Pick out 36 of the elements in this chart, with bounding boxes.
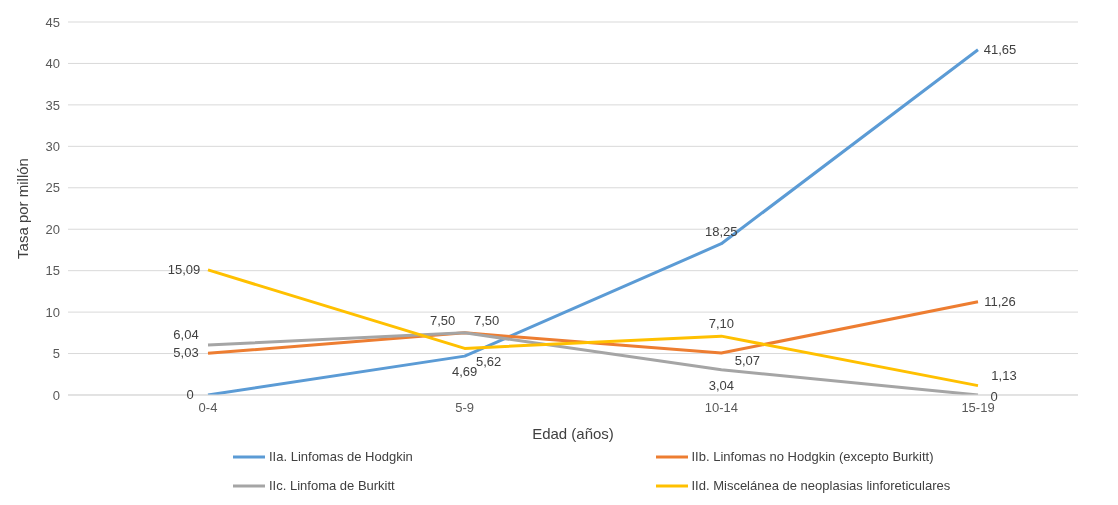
legend-label: IIb. Linfomas no Hodgkin (excepto Burkitt) (691, 449, 934, 464)
data-label: 7,50 (430, 312, 456, 328)
data-label: 4,69 (452, 364, 478, 380)
y-tick-label: 40 (45, 56, 60, 72)
data-label: 5,07 (734, 352, 760, 368)
data-label: 11,26 (984, 293, 1016, 309)
x-tick-label: 5-9 (455, 400, 475, 416)
y-tick-label: 10 (45, 304, 60, 320)
y-tick-label: 30 (45, 138, 60, 154)
y-tick-label: 35 (45, 97, 60, 113)
y-tick-label: 5 (52, 346, 60, 362)
data-label: 15,09 (167, 261, 201, 277)
legend-label: IIa. Linfomas de Hodgkin (269, 449, 413, 464)
x-tick-label: 10-14 (704, 400, 738, 416)
data-label: 6,04 (173, 326, 199, 342)
x-axis-title: Edad (años) (532, 425, 614, 442)
data-label: 1,13 (991, 367, 1017, 383)
y-axis-title: Tasa por millón (14, 158, 32, 259)
y-tick-label: 45 (45, 14, 60, 30)
data-label: 3,04 (708, 377, 734, 393)
data-label: 5,62 (476, 354, 502, 370)
x-tick-label: 0-4 (198, 400, 218, 416)
y-tick-label: 0 (52, 387, 60, 403)
legend-label: IIc. Linfoma de Burkitt (269, 478, 395, 493)
data-label: 41,65 (983, 41, 1017, 57)
data-label: 7,50 (474, 312, 500, 328)
data-label: 5,03 (173, 345, 199, 361)
data-label: 18,25 (705, 223, 738, 239)
legend-label: IId. Miscelánea de neoplasias linforeticulares (691, 478, 951, 493)
y-tick-label: 20 (45, 221, 60, 237)
line-series (206, 331, 980, 395)
data-label: 0 (186, 387, 194, 402)
y-tick-label: 15 (45, 263, 60, 279)
line-series (206, 48, 980, 395)
y-tick-label: 25 (45, 180, 60, 196)
data-label: 7,10 (708, 316, 734, 332)
